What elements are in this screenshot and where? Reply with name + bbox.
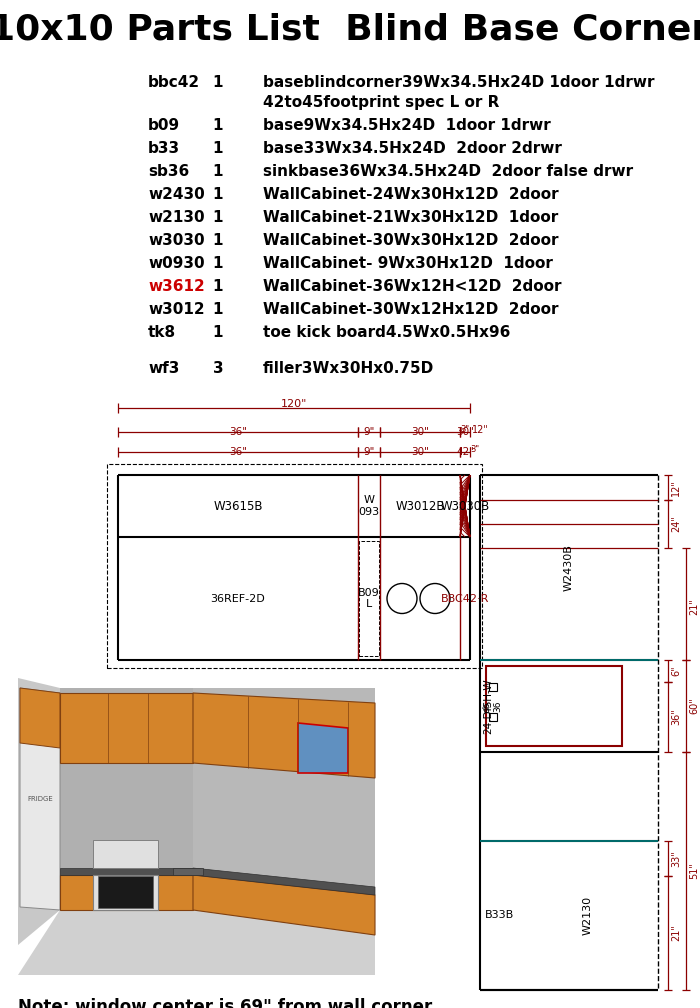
Text: w2430: w2430 [148, 187, 204, 202]
Text: 30": 30" [411, 427, 429, 437]
Polygon shape [93, 840, 158, 868]
Text: 1: 1 [213, 75, 223, 90]
Text: 21": 21" [671, 924, 681, 941]
Text: w3012: w3012 [148, 302, 204, 317]
Text: WallCabinet-21Wx30Hx12D  1door: WallCabinet-21Wx30Hx12D 1door [263, 210, 559, 225]
Text: 60": 60" [689, 698, 699, 715]
Text: 33": 33" [671, 850, 681, 867]
Text: 36": 36" [671, 709, 681, 726]
Text: 51": 51" [689, 863, 699, 879]
Polygon shape [60, 688, 193, 910]
Text: 3": 3" [470, 446, 480, 455]
Polygon shape [60, 868, 193, 875]
Text: 120": 120" [281, 399, 307, 409]
Text: b33: b33 [148, 141, 180, 156]
Text: 10x10 Parts List  Blind Base Corner: 10x10 Parts List Blind Base Corner [0, 12, 700, 46]
Text: sinkbase36Wx34.5Hx24D  2door false drwr: sinkbase36Wx34.5Hx24D 2door false drwr [263, 164, 633, 179]
Text: WallCabinet-30Wx12Hx12D  2door: WallCabinet-30Wx12Hx12D 2door [263, 302, 559, 317]
Bar [486, 666, 622, 746]
Text: 12": 12" [472, 425, 489, 435]
Polygon shape [60, 875, 193, 910]
Polygon shape [18, 910, 375, 975]
Text: 1: 1 [213, 233, 223, 248]
Text: B33B: B33B [485, 910, 514, 920]
Text: WallCabinet-30Wx30Hx12D  2door: WallCabinet-30Wx30Hx12D 2door [263, 233, 559, 248]
Polygon shape [18, 678, 60, 946]
Text: 1: 1 [213, 164, 223, 179]
Bar [489, 713, 497, 721]
Bar [359, 541, 379, 656]
Text: 3": 3" [461, 425, 470, 434]
Text: Note: window center is 69" from wall corner: Note: window center is 69" from wall cor… [18, 998, 433, 1008]
Text: 30": 30" [411, 447, 429, 457]
Text: 1: 1 [213, 256, 223, 271]
Text: 1: 1 [213, 141, 223, 156]
Text: toe kick board4.5Wx0.5Hx96: toe kick board4.5Wx0.5Hx96 [263, 325, 510, 340]
Polygon shape [193, 694, 375, 778]
Text: 21": 21" [689, 599, 699, 616]
Text: W3615B: W3615B [214, 500, 262, 512]
Text: W3030B: W3030B [440, 500, 489, 512]
Polygon shape [60, 694, 193, 763]
Polygon shape [20, 688, 60, 910]
Text: w3030: w3030 [148, 233, 204, 248]
Text: 1: 1 [213, 325, 223, 340]
Text: w2130: w2130 [148, 210, 204, 225]
Text: b09: b09 [148, 118, 180, 133]
Text: 9": 9" [363, 447, 374, 457]
Text: 36": 36" [229, 427, 247, 437]
Text: 9": 9" [363, 427, 374, 437]
Text: WallCabinet- 9Wx30Hx12D  1door: WallCabinet- 9Wx30Hx12D 1door [263, 256, 553, 271]
Text: 12": 12" [671, 479, 681, 496]
Text: 24.DISH-W: 24.DISH-W [483, 678, 493, 734]
Polygon shape [93, 875, 158, 910]
Text: W2430B: W2430B [564, 544, 574, 591]
Bar [107, 464, 482, 668]
Text: 1: 1 [213, 187, 223, 202]
Text: filler3Wx30Hx0.75D: filler3Wx30Hx0.75D [263, 361, 434, 376]
Polygon shape [193, 868, 375, 895]
Text: W3012B: W3012B [395, 500, 444, 512]
Text: 42": 42" [456, 447, 474, 457]
Text: w0930: w0930 [148, 256, 204, 271]
Text: sb
36: sb 36 [483, 701, 503, 712]
Polygon shape [193, 875, 375, 935]
Text: wf3: wf3 [148, 361, 179, 376]
Polygon shape [20, 688, 60, 748]
Text: 3: 3 [213, 361, 223, 376]
Text: baseblindcorner39Wx34.5Hx24D 1door 1drwr: baseblindcorner39Wx34.5Hx24D 1door 1drwr [263, 75, 654, 90]
Text: BBC42·R: BBC42·R [441, 594, 489, 604]
Text: tk8: tk8 [148, 325, 176, 340]
Polygon shape [98, 876, 153, 908]
Text: 36REF-2D: 36REF-2D [211, 594, 265, 604]
Text: base33Wx34.5Hx24D  2door 2drwr: base33Wx34.5Hx24D 2door 2drwr [263, 141, 562, 156]
Text: 30": 30" [456, 427, 474, 437]
Text: 1: 1 [213, 279, 223, 294]
Polygon shape [173, 868, 203, 875]
Text: 42to45footprint spec L or R: 42to45footprint spec L or R [263, 95, 499, 110]
Text: W2130: W2130 [583, 896, 593, 935]
Text: 1: 1 [213, 302, 223, 317]
Text: W
093: W 093 [358, 495, 379, 517]
Text: w3612: w3612 [148, 279, 204, 294]
Text: WallCabinet-24Wx30Hx12D  2door: WallCabinet-24Wx30Hx12D 2door [263, 187, 559, 202]
Text: bbc42: bbc42 [148, 75, 200, 90]
Text: 1: 1 [213, 118, 223, 133]
Text: sb36: sb36 [148, 164, 189, 179]
Text: FRIDGE: FRIDGE [27, 796, 53, 802]
Text: 36": 36" [229, 447, 247, 457]
Text: 1: 1 [213, 210, 223, 225]
Text: WallCabinet-36Wx12H<12D  2door: WallCabinet-36Wx12H<12D 2door [263, 279, 561, 294]
Text: 6": 6" [671, 665, 681, 676]
Polygon shape [298, 723, 348, 773]
Text: base9Wx34.5Hx24D  1door 1drwr: base9Wx34.5Hx24D 1door 1drwr [263, 118, 551, 133]
Bar [489, 683, 497, 691]
Text: 24": 24" [671, 515, 681, 532]
Polygon shape [193, 688, 375, 910]
Text: B09
L: B09 L [358, 588, 380, 609]
